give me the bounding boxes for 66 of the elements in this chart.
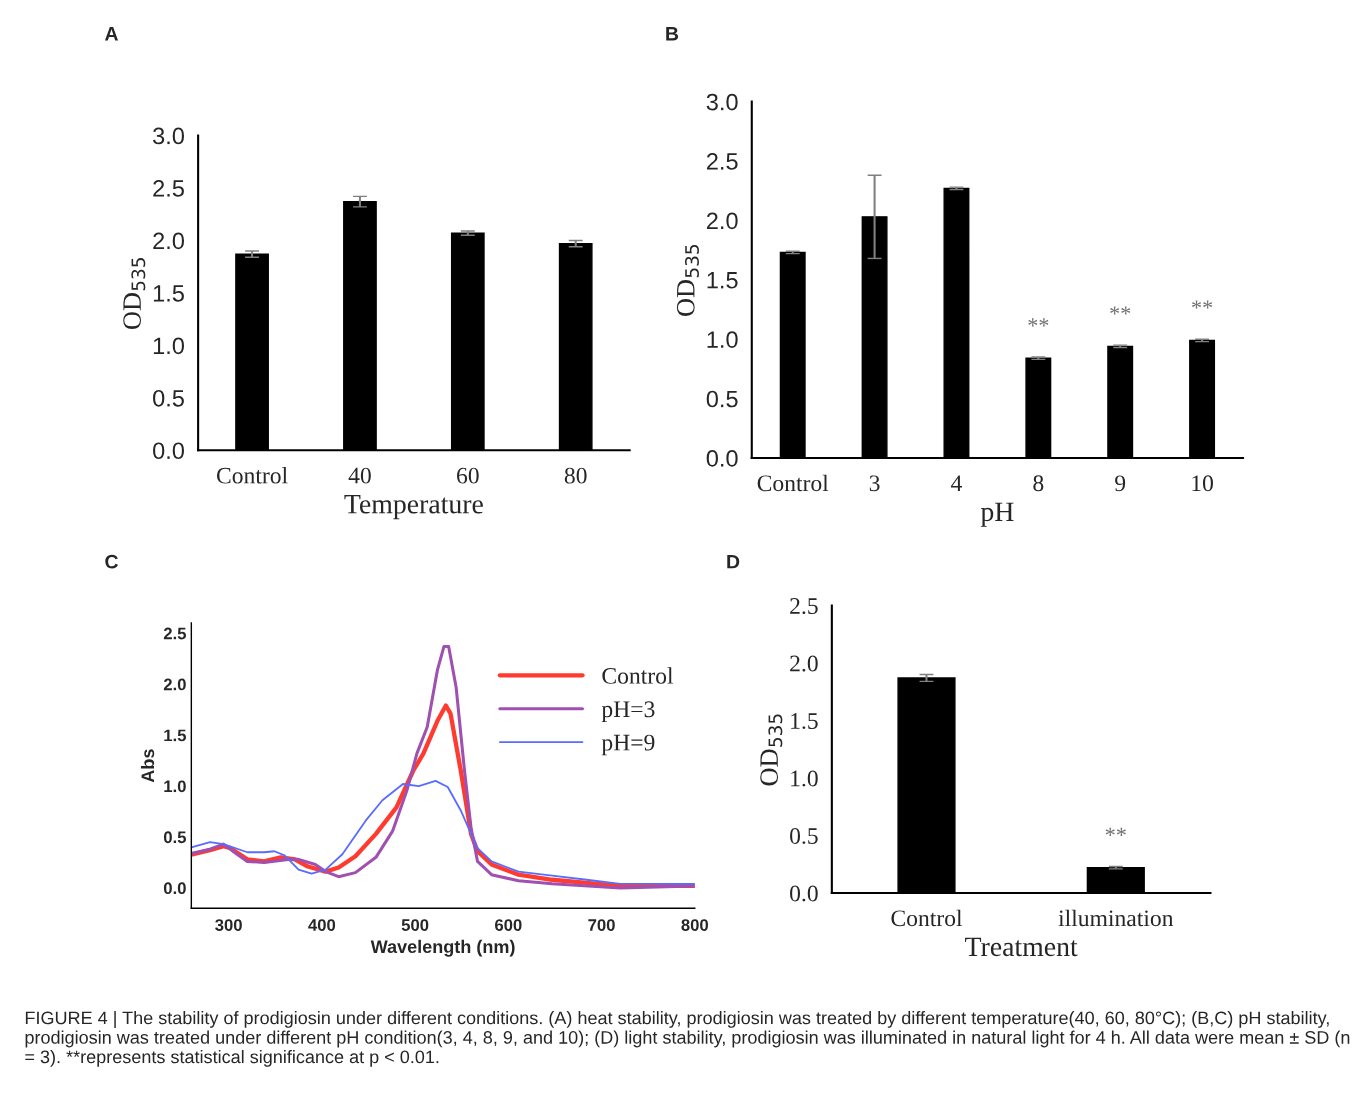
y-axis-title: OD$_{535}$ bbox=[676, 245, 699, 316]
x-tick-label: 10 bbox=[1192, 475, 1213, 492]
y-tick-label: 1.5 bbox=[791, 713, 818, 730]
chart-title: D bbox=[727, 554, 740, 569]
y-axis-title: Abs bbox=[140, 749, 155, 783]
x-axis-title: Treatment bbox=[965, 937, 1078, 957]
y-tick-label: 1.0 bbox=[791, 770, 818, 787]
x-tick-label: 600 bbox=[495, 919, 522, 931]
x-tick-label: Control bbox=[891, 909, 963, 927]
legend-label: pH=3 bbox=[601, 701, 655, 722]
legend-label: pH=9 bbox=[601, 734, 655, 756]
x-tick-label: 800 bbox=[681, 919, 709, 931]
x-axis-title: Temperature bbox=[344, 495, 483, 520]
y-tick-label: 0.5 bbox=[163, 831, 187, 844]
y-tick-label: 1.5 bbox=[153, 285, 184, 302]
y-tick-label: 2.0 bbox=[790, 655, 818, 672]
x-tick-label: 300 bbox=[215, 919, 242, 931]
caption: FIGURE 4 | The stability of prodigiosin under different conditions. (A) heat stability, prodigiosin was treated by different temperature(40, 60, 80°C); (B,C) pH stability, prodigiosin was treated under different pH condition(3, 4, 8, 9, and 10); (D) light stability, prodigiosin was illuminated in natural light for 4 h. All data were mean ± SD (n = 3). **represents statistical significance at p < 0.01. bbox=[25, 1011, 1350, 1067]
x-tick-label: 40 bbox=[348, 467, 371, 484]
x-tick-label: 700 bbox=[588, 919, 615, 931]
chart-title: C bbox=[105, 554, 118, 569]
x-tick-label: Control bbox=[216, 466, 288, 484]
line-series bbox=[191, 780, 695, 885]
chart-title: B bbox=[666, 27, 679, 41]
y-tick-label: 3.0 bbox=[706, 93, 738, 111]
legend-label: Control bbox=[602, 667, 674, 684]
y-tick-label: 2.0 bbox=[163, 678, 186, 691]
y-axis-title: OD$_{535}$ bbox=[760, 714, 783, 786]
x-tick-label: 500 bbox=[401, 919, 429, 931]
x-axis-title: pH bbox=[980, 502, 1014, 527]
annotation: ** bbox=[1192, 300, 1213, 309]
x-tick-label: 8 bbox=[1033, 475, 1044, 492]
y-tick-label: 1.5 bbox=[707, 272, 738, 289]
y-tick-label: 1.5 bbox=[164, 729, 187, 742]
y-tick-label: 0.0 bbox=[163, 882, 186, 895]
x-tick-label: illumination bbox=[1058, 909, 1174, 927]
x-tick-label: 400 bbox=[308, 919, 336, 931]
y-tick-label: 1.0 bbox=[164, 780, 186, 793]
annotation: ** bbox=[1028, 318, 1049, 327]
y-tick-label: 2.5 bbox=[153, 180, 184, 197]
annotation: ** bbox=[1110, 306, 1131, 315]
annotation: ** bbox=[1105, 827, 1126, 836]
x-tick-label: 4 bbox=[951, 475, 962, 492]
x-axis-title: Wavelength (nm) bbox=[370, 939, 515, 957]
y-tick-label: 0.5 bbox=[153, 389, 184, 407]
y-tick-label: 0.0 bbox=[706, 450, 738, 467]
y-tick-label: 1.0 bbox=[153, 337, 185, 355]
x-tick-label: 80 bbox=[564, 467, 587, 484]
y-tick-label: 0.0 bbox=[153, 442, 185, 460]
y-tick-label: 0.0 bbox=[790, 885, 818, 902]
y-tick-label: 0.5 bbox=[790, 827, 818, 845]
x-tick-label: 3 bbox=[869, 475, 880, 492]
y-tick-label: 2.5 bbox=[163, 627, 187, 640]
y-tick-label: 0.5 bbox=[706, 390, 738, 408]
y-tick-label: 1.0 bbox=[707, 331, 738, 348]
y-tick-label: 2.0 bbox=[706, 212, 738, 230]
y-tick-label: 2.5 bbox=[706, 153, 738, 170]
y-tick-label: 2.0 bbox=[153, 232, 185, 250]
y-tick-label: 3.0 bbox=[153, 127, 185, 145]
x-tick-label: 9 bbox=[1115, 475, 1126, 492]
chart-title: A bbox=[104, 27, 119, 41]
y-tick-label: 2.5 bbox=[790, 598, 818, 615]
y-axis-title: OD$_{535}$ bbox=[123, 258, 146, 330]
line-series bbox=[191, 644, 695, 890]
x-tick-label: Control bbox=[757, 474, 829, 492]
x-tick-label: 60 bbox=[457, 467, 479, 484]
